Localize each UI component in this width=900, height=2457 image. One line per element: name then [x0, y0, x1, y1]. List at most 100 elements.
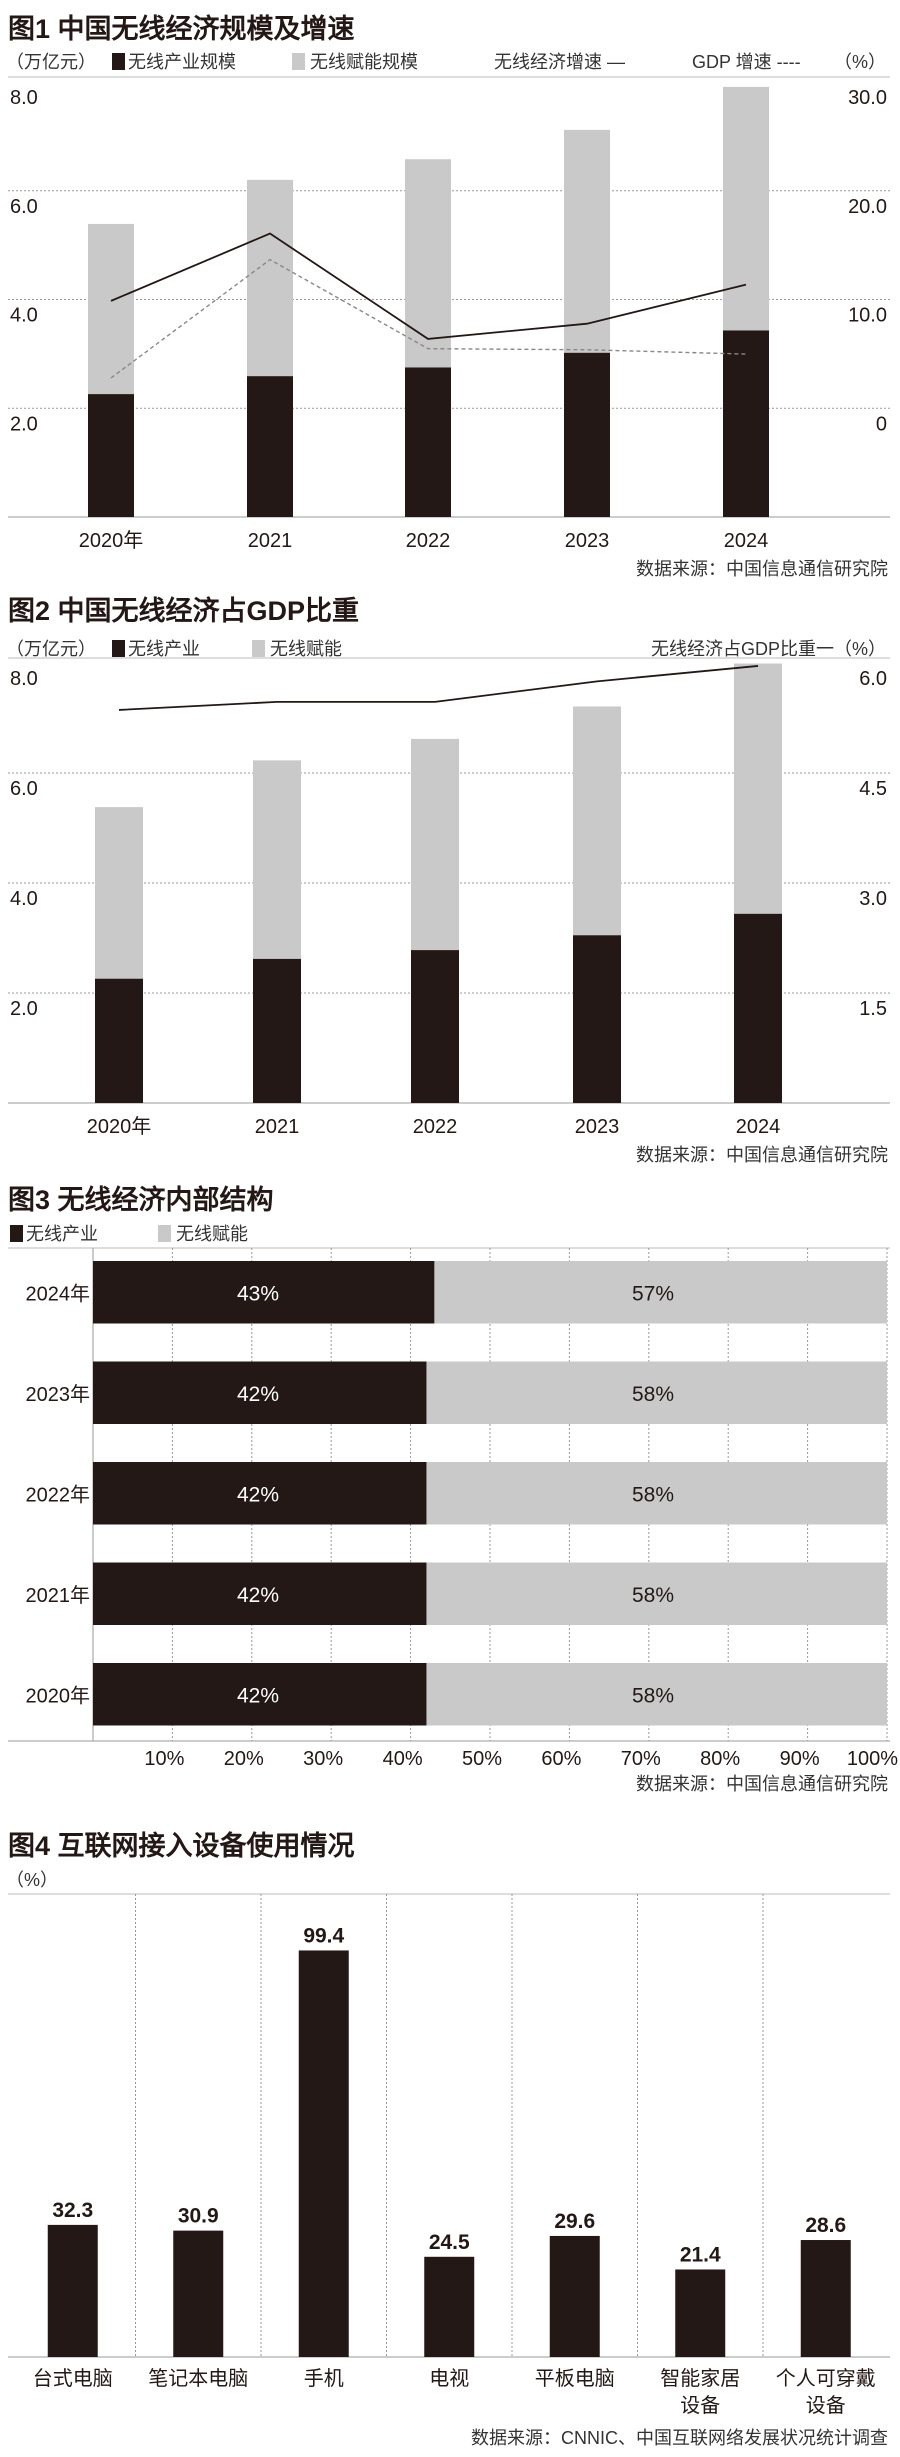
- bar-industry: [253, 958, 301, 1103]
- x-tick-label: 2021: [248, 530, 293, 552]
- x-tick-label: 40%: [383, 1748, 423, 1770]
- bar-label-empower: 58%: [632, 1483, 674, 1506]
- legend-wireless-growth: 无线经济增速 —: [494, 52, 625, 72]
- x-tick-label: 平板电脑: [535, 2367, 615, 2390]
- x-tick-label: 个人可穿戴: [776, 2367, 876, 2390]
- bar-empower: [88, 223, 134, 395]
- legend-swatch-industry: [112, 53, 125, 70]
- bar-empower: [734, 663, 782, 914]
- bar: [800, 2240, 851, 2357]
- data-label: 28.6: [805, 2214, 846, 2237]
- unit-right: （%）: [834, 52, 886, 72]
- bar-industry: [411, 950, 459, 1103]
- bar: [298, 1950, 349, 2357]
- y-tick-label: 2022年: [26, 1483, 91, 1506]
- x-tick-label: 设备: [806, 2394, 846, 2417]
- x-tick-label: 90%: [780, 1748, 820, 1770]
- y-tick-left: 4.0: [10, 305, 38, 327]
- x-tick-label: 2024: [736, 1116, 781, 1138]
- bar-label-industry: 42%: [237, 1483, 279, 1506]
- x-tick-label: 10%: [144, 1748, 184, 1770]
- y-tick-left: 2.0: [10, 998, 38, 1020]
- source-note: 数据来源：CNNIC、中国互联网络发展状况统计调查: [471, 2428, 888, 2448]
- bar-industry: [734, 913, 782, 1103]
- source-note: 数据来源：中国信息通信研究院: [636, 559, 888, 579]
- y-tick-label: 2024年: [26, 1282, 91, 1305]
- x-tick-label: 2023: [565, 530, 610, 552]
- bar: [549, 2235, 600, 2357]
- bar-label-industry: 42%: [237, 1684, 279, 1707]
- bar-industry: [723, 330, 769, 517]
- unit-left: （万亿元）: [6, 639, 96, 659]
- x-tick-label: 台式电脑: [33, 2367, 113, 2390]
- x-tick-label: 智能家居: [660, 2367, 740, 2390]
- bar-empower: [95, 807, 143, 979]
- x-tick-label: 手机: [304, 2367, 344, 2390]
- y-tick-right: 30.0: [848, 87, 887, 109]
- bar-industry: [247, 376, 293, 517]
- bar-industry: [405, 367, 451, 517]
- data-label: 24.5: [429, 2231, 470, 2254]
- legend-gdp-growth: GDP 增速 ----: [692, 52, 801, 72]
- bar-label-empower: 58%: [632, 1584, 674, 1607]
- x-tick-label: 2024: [724, 530, 769, 552]
- x-tick-label: 30%: [303, 1748, 343, 1770]
- bar: [173, 2230, 224, 2357]
- x-tick-label: 2022: [406, 530, 451, 552]
- legend-swatch-empower: [252, 640, 265, 657]
- x-tick-label: 2020年: [79, 529, 144, 552]
- x-tick-label: 2023: [575, 1116, 620, 1138]
- y-tick-right: 0: [876, 413, 887, 435]
- y-tick-label: 2020年: [26, 1684, 91, 1707]
- bar-industry: [95, 978, 143, 1103]
- x-tick-label: 80%: [700, 1748, 740, 1770]
- bar-empower: [411, 738, 459, 951]
- bar-industry: [93, 1261, 435, 1324]
- bar-empower: [426, 1361, 887, 1424]
- legend-industry: 无线产业: [128, 639, 200, 659]
- chart-title: 图1 中国无线经济规模及增速: [8, 13, 355, 44]
- y-tick-left: 4.0: [10, 888, 38, 910]
- y-tick-right: 6.0: [859, 668, 887, 690]
- bar-industry: [93, 1663, 427, 1726]
- bar-label-industry: 42%: [237, 1584, 279, 1607]
- bar-industry: [88, 394, 134, 517]
- data-label: 21.4: [680, 2243, 721, 2266]
- y-tick-right: 3.0: [859, 888, 887, 910]
- bar-empower: [434, 1261, 887, 1324]
- bar-empower: [723, 86, 769, 331]
- y-tick-label: 2021年: [26, 1584, 91, 1607]
- legend-empower: 无线赋能规模: [310, 52, 418, 72]
- bar-empower: [253, 760, 301, 959]
- legend-industry: 无线产业规模: [128, 52, 236, 72]
- x-tick-label: 70%: [621, 1748, 661, 1770]
- unit-left: （万亿元）: [6, 52, 96, 72]
- x-tick-label: 50%: [462, 1748, 502, 1770]
- y-tick-right: 20.0: [848, 196, 887, 218]
- y-tick-right: 1.5: [859, 998, 887, 1020]
- x-tick-label: 20%: [224, 1748, 264, 1770]
- y-tick-left: 6.0: [10, 778, 38, 800]
- legend-industry: 无线产业: [26, 1224, 98, 1244]
- x-tick-label: 电视: [429, 2367, 469, 2390]
- bar: [675, 2269, 726, 2357]
- source-note: 数据来源：中国信息通信研究院: [636, 1774, 888, 1794]
- x-tick-label: 2021: [255, 1116, 300, 1138]
- x-tick-label: 60%: [541, 1748, 581, 1770]
- y-tick-right: 10.0: [848, 305, 887, 327]
- bar-empower: [426, 1663, 887, 1726]
- bar-industry: [564, 352, 610, 517]
- bar-empower: [426, 1562, 887, 1625]
- y-tick-left: 8.0: [10, 87, 38, 109]
- legend-empower: 无线赋能: [176, 1224, 248, 1244]
- bar-empower: [426, 1462, 887, 1525]
- legend-swatch-industry: [112, 640, 125, 657]
- line-gdp-growth: [110, 258, 747, 379]
- bar: [424, 2256, 475, 2357]
- bar-industry: [93, 1562, 427, 1625]
- y-tick-left: 6.0: [10, 196, 38, 218]
- bar-label-empower: 58%: [632, 1383, 674, 1406]
- line-wireless: [110, 232, 747, 340]
- y-tick-label: 2023年: [26, 1383, 91, 1406]
